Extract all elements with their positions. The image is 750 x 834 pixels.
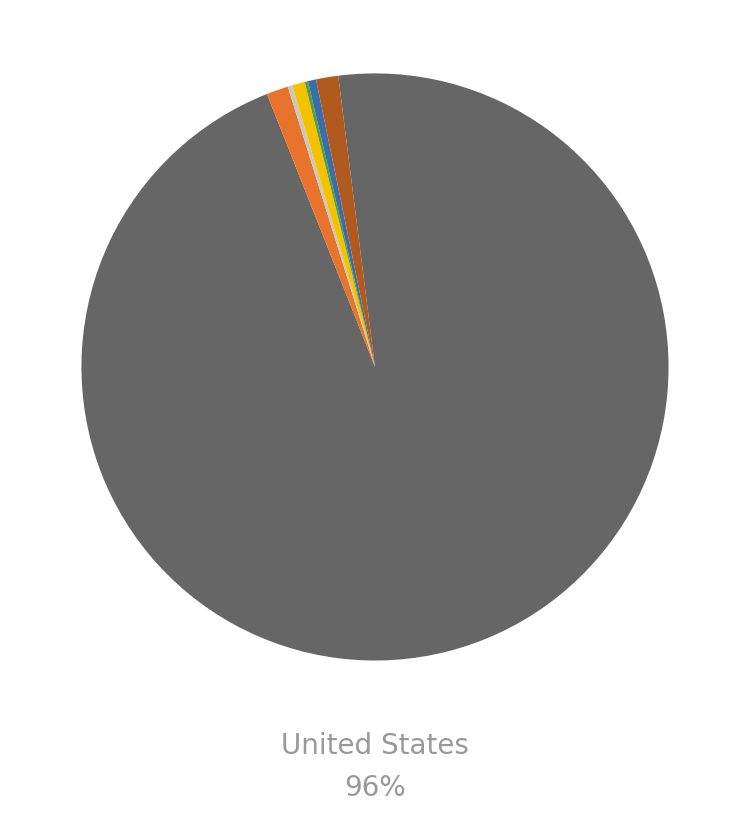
Wedge shape	[82, 73, 668, 661]
Wedge shape	[316, 76, 375, 367]
Wedge shape	[308, 79, 375, 367]
Wedge shape	[304, 81, 375, 367]
Wedge shape	[267, 87, 375, 367]
Wedge shape	[292, 82, 375, 367]
Text: 96%: 96%	[344, 774, 406, 802]
Wedge shape	[288, 85, 375, 367]
Text: United States: United States	[281, 732, 469, 761]
